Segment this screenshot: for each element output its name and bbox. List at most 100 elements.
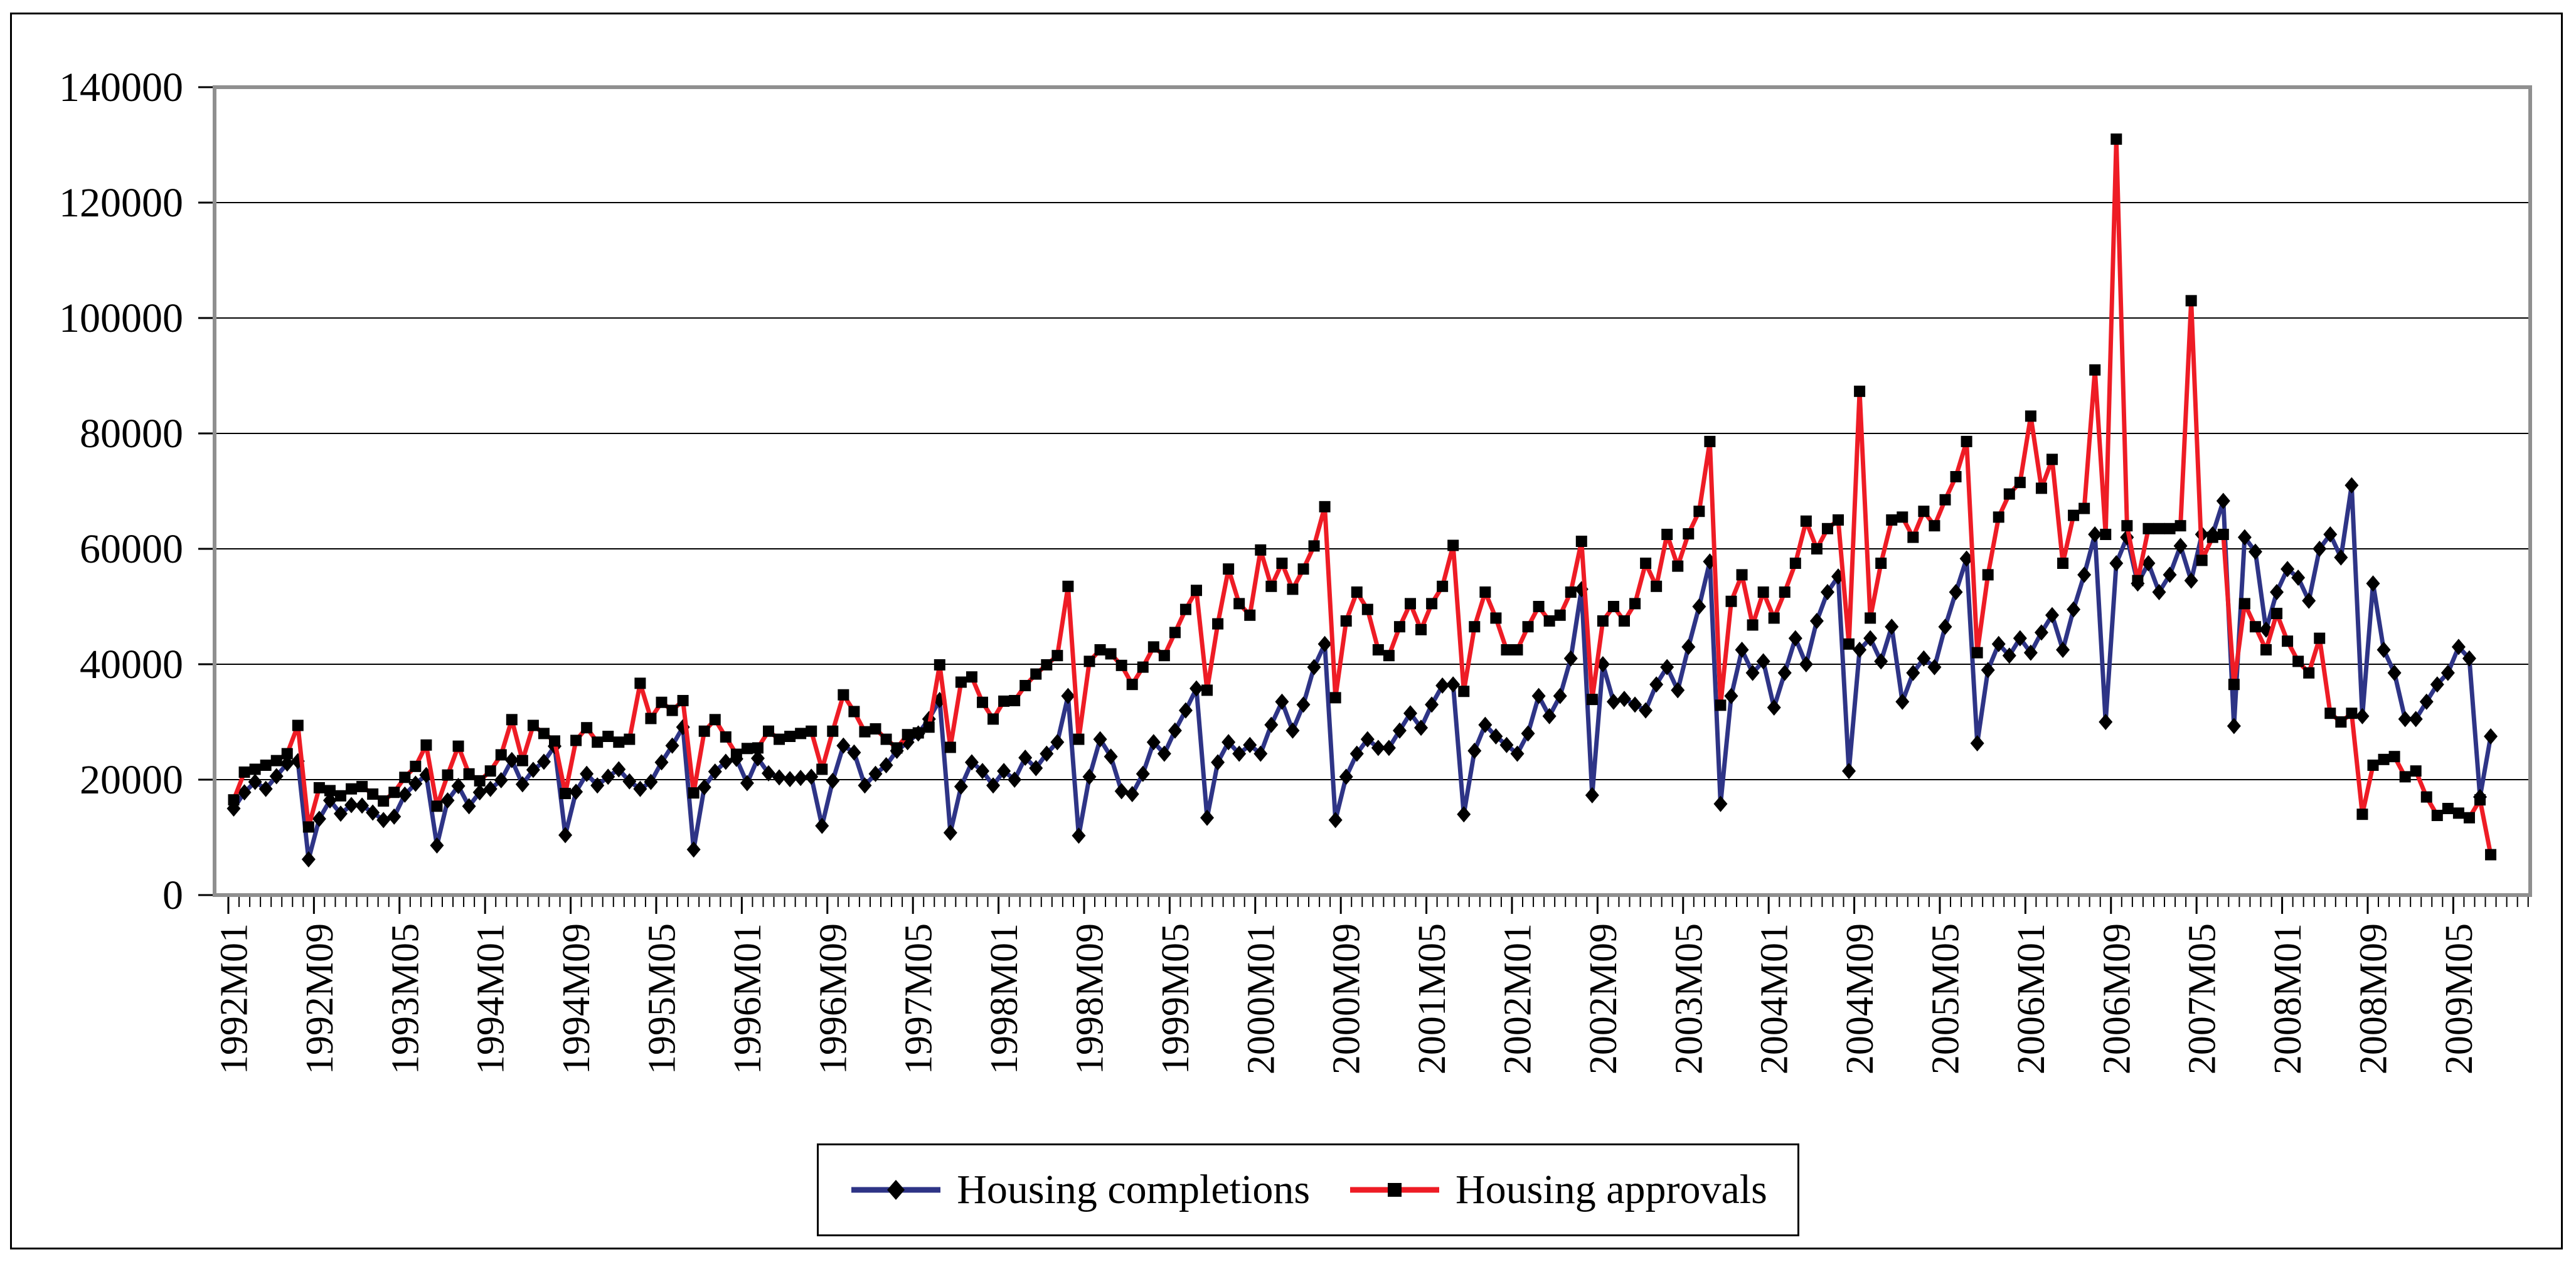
x-tick-label-2008M01: 2008M01 [2267, 923, 2309, 1074]
approvals-point [1244, 609, 1256, 621]
completions-point [1349, 745, 1364, 762]
approvals-point [1939, 494, 1951, 506]
completions-point [2237, 529, 2252, 546]
approvals-point [1811, 543, 1823, 554]
completions-point [1104, 748, 1118, 765]
completions-point [1521, 725, 1535, 742]
approvals-point [806, 725, 817, 737]
approvals-point [1287, 583, 1299, 595]
completions-point [2173, 538, 2188, 554]
completions-point [1991, 635, 2006, 652]
completions-point [1777, 664, 1792, 681]
y-tick-label-0: 0 [162, 872, 183, 918]
completions-point [1136, 765, 1150, 782]
completions-point [1200, 809, 1215, 826]
x-tick-label-1996M01: 1996M01 [726, 923, 769, 1074]
approvals-point [2228, 679, 2240, 691]
completions-point [1788, 630, 1802, 647]
approvals-point [1800, 515, 1812, 527]
completions-point [430, 837, 444, 854]
completions-point [494, 772, 508, 788]
approvals-point [378, 795, 390, 807]
approvals-point [1458, 686, 1470, 697]
x-tick-label-1994M09: 1994M09 [555, 923, 598, 1074]
approvals-point [1169, 627, 1181, 639]
y-tick-label-40000: 40000 [80, 642, 183, 687]
completions-point [1168, 722, 1182, 739]
legend-item-approvals: Housing approvals [1348, 1169, 1767, 1211]
x-tick-label-1998M01: 1998M01 [983, 923, 1026, 1074]
completions-point [1842, 763, 1856, 780]
completions-point [1724, 687, 1738, 704]
x-tick-label-1995M05: 1995M05 [641, 923, 684, 1074]
approvals-point [2442, 803, 2454, 814]
approvals-point [752, 742, 764, 754]
approvals-point [452, 740, 464, 752]
approvals-point [720, 731, 732, 743]
approvals-point [1426, 598, 1438, 610]
completions-point [2334, 549, 2348, 566]
approvals-point [1393, 621, 1405, 633]
approvals-point [2035, 482, 2047, 494]
approvals-point [1725, 595, 1737, 607]
approvals-point [2068, 509, 2080, 521]
completions-point [1414, 719, 1429, 736]
approvals-point [1255, 544, 1267, 556]
completions-point [804, 768, 819, 785]
completions-point [2216, 492, 2230, 509]
completions-point [601, 768, 615, 785]
approvals-point [2282, 635, 2294, 647]
approvals-point [581, 722, 593, 734]
approvals-point [410, 760, 422, 772]
completions-point [387, 808, 402, 825]
x-tick-label-1992M09: 1992M09 [299, 923, 341, 1074]
approvals-point [2314, 632, 2326, 644]
approvals-point [2346, 708, 2358, 719]
completions-point [964, 754, 979, 771]
completions-point [2002, 647, 2016, 664]
completions-point [1553, 687, 1567, 704]
x-tick-label-2006M01: 2006M01 [2010, 923, 2053, 1074]
completions-point [248, 773, 262, 790]
completions-point [1735, 642, 1749, 658]
approvals-point [238, 766, 250, 778]
completions-point [762, 765, 775, 782]
x-tick-label-1996M09: 1996M09 [812, 923, 854, 1074]
approvals-point [1533, 601, 1545, 612]
completions-point [1221, 734, 1236, 751]
completions-point [376, 812, 391, 829]
approvals-point [1329, 692, 1341, 704]
completions-point [1585, 787, 1599, 803]
x-tick-label-2006M09: 2006M09 [2095, 923, 2138, 1074]
completions-point [697, 778, 711, 795]
approvals-point [784, 731, 796, 742]
approvals-point [624, 733, 636, 745]
completions-point [1981, 662, 1995, 679]
completions-point [1328, 812, 1343, 829]
approvals-point [506, 714, 518, 726]
completions-point [1853, 642, 1867, 658]
approvals-point [1265, 580, 1277, 592]
approvals-point [2335, 716, 2347, 728]
completions-point [2387, 664, 2402, 681]
completions-point [665, 737, 679, 754]
approvals-point [560, 788, 572, 800]
approvals-point [367, 788, 379, 800]
approvals-point [1191, 585, 1202, 597]
approvals-point [260, 760, 272, 771]
approvals-point [2206, 531, 2218, 543]
approvals-point [1147, 641, 1159, 653]
completions-point [622, 773, 637, 790]
approvals-point [1747, 619, 1759, 631]
completions-point [472, 784, 487, 801]
completions-point [686, 841, 701, 858]
legend-label-approvals: Housing approvals [1456, 1167, 1767, 1212]
completions-point [1403, 705, 1417, 722]
x-tick-label-2003M05: 2003M05 [1668, 923, 1710, 1074]
completions-point [344, 797, 359, 814]
completions-point [2045, 607, 2059, 623]
completions-point [1190, 680, 1203, 697]
completions-point [1745, 664, 1760, 681]
completions-point [1285, 722, 1300, 739]
completions-point [879, 757, 893, 773]
